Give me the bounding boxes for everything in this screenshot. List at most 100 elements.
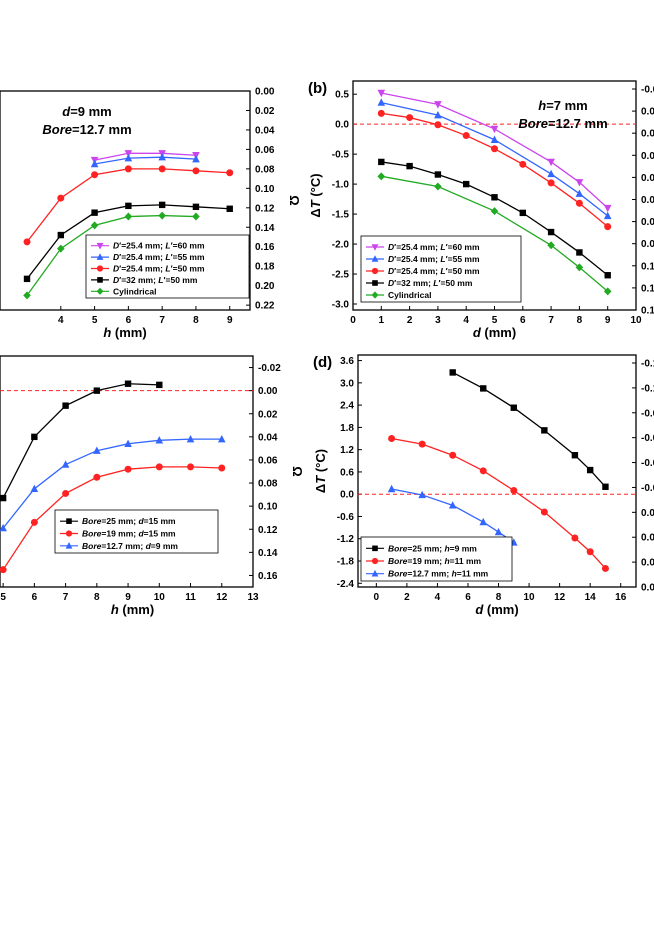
yr-tick-label: -0.02 [258,363,281,374]
data-point [91,171,99,179]
y-tick-label: -3.0 [332,300,350,311]
data-point [61,460,70,468]
series-line [2,466,222,571]
data-point [387,484,396,493]
x-axis-label: d (mm) [473,325,516,340]
yr-tick-label: 0.0 [641,217,654,228]
data-point [187,463,195,471]
yr-tick-label: 0.1 [641,261,654,272]
data-point [0,523,7,532]
data-point [156,381,163,389]
data-point [124,165,132,173]
y-tick-label: -2.0 [332,240,350,251]
yr-tick-label: 0.10 [255,184,275,195]
x-tick-label: 7 [63,592,69,603]
data-point [30,518,38,526]
panel-a: 4 5 6 7 8 9 h (mm) 0.00 0.02 0.04 0.06 0.08 0.10 0.12… [0,87,302,340]
legend-label: D′=32 mm; L′=50 mm [388,278,473,288]
plot-frame [357,354,637,588]
legend-marker [96,253,104,260]
data-point [31,433,38,441]
legend-label: D′=25.4 mm; L′=60 mm [388,242,480,252]
data-point [377,89,386,98]
legend-entry: D′=32 mm; L′=50 mm [366,278,473,288]
data-point [490,125,499,134]
data-point [57,231,65,239]
data-point [93,446,101,454]
data-point [603,211,612,220]
y-tick-label: 1.2 [340,445,354,456]
data-point [62,402,69,409]
legend-marker [65,530,73,537]
panel-b: 0 1 2 3 4 5 6 7 8 9 10 d (mm) 0.5 0.0 -0.5 -1.0 -1.5 -2.0… [308,80,654,340]
data-point [226,205,233,212]
data-point [0,566,7,574]
yr-tick-label: 0.0 [641,151,654,162]
data-point [155,436,164,444]
yr-tick-label: 0.08 [258,479,278,490]
legend-marker [96,265,104,272]
annotation: d=9 mm [62,104,112,119]
data-point [124,439,132,447]
x-tick-label: 5 [92,315,98,326]
y-axis-label: ΔT (°C) [313,449,328,493]
yr-tick-label: -0.0 [641,85,654,96]
legend-marker [96,287,104,295]
legend-entry: Cylindrical [91,286,156,296]
x-tick-label: 12 [216,592,228,603]
legend-label: D′=25.4 mm; L′=50 mm [388,266,480,276]
plot-area [377,89,612,296]
legend-box [360,235,522,303]
x-tick-label: 6 [32,592,38,603]
annotation: Bore=12.7 mm [42,122,131,137]
y-tick-label: 2.4 [340,401,354,412]
data-point [519,209,526,217]
yr-tick-label: -0.0 [641,483,654,494]
legend-label: Cylindrical [388,290,431,300]
data-point [479,517,488,526]
data-point [158,165,166,173]
yr-tick-label: 0.16 [255,242,275,253]
x-tick-label: 2 [407,315,413,326]
data-point [377,172,386,181]
data-point [601,564,609,572]
data-point [217,434,226,443]
yr-tick-label: 0.12 [255,203,275,214]
x-tick-label: 7 [159,315,165,326]
data-point [192,212,200,221]
yr-tick-label: 0.0 [641,533,654,544]
data-point [93,387,101,394]
data-point [490,135,499,143]
legend-label: Bore=25 mm; h=9 mm [388,543,477,553]
data-point [491,194,498,201]
data-point [603,204,612,213]
data-point [434,101,442,109]
yr-tick-label: 0.0 [641,239,654,250]
x-tick-label: 4 [435,592,441,603]
series-line [94,156,196,165]
legend-label: Bore=12.7 mm; h=11 mm [388,569,489,579]
legend-entry: D′=25.4 mm; L′=55 mm [366,254,480,264]
data-point [547,241,555,250]
yr-tick-label: 0.06 [255,145,275,156]
data-point [604,223,612,231]
series-line [26,214,196,296]
data-point [124,212,133,221]
data-point [604,272,611,279]
panel-label: (b) [308,80,327,97]
legend-marker [371,267,379,275]
yr-tick-label: 0.1 [641,306,654,317]
legend-entry: D′=25.4 mm; L′=50 mm [91,264,205,274]
legend-entry: Bore=19 mm; d=15 mm [60,529,176,539]
data-point [23,238,31,246]
x-tick-label: 5 [0,592,6,603]
y-tick-label: -2.5 [332,270,350,281]
data-point [57,244,65,253]
legend-box [85,234,250,299]
y-tick-label: 0.6 [340,467,354,478]
data-point [23,275,31,283]
legend-label: D′=25.4 mm; L′=55 mm [388,254,480,264]
panel-c: 5 6 7 8 9 10 11 12 13 h (mm) -0.02 0.00 0.02 0.04 0.06… [0,355,305,617]
data-point [575,189,584,197]
legend-label: Bore=19 mm; h=11 mm [388,556,482,566]
